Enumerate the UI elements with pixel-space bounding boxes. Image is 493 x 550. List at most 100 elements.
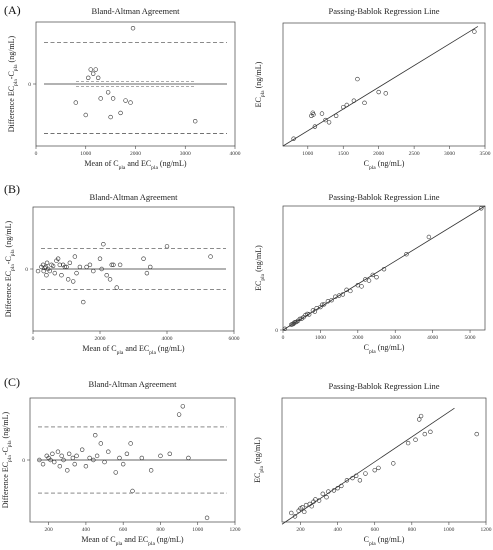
data-point (60, 454, 64, 458)
data-point (159, 454, 163, 458)
data-point (414, 438, 418, 442)
data-point (181, 404, 185, 408)
data-point (84, 464, 88, 468)
data-point (94, 68, 98, 72)
data-point (165, 244, 169, 248)
x-tick-label: 0 (282, 335, 285, 341)
chart-title: Passing-Bablok Regression Line (329, 192, 440, 202)
data-point (71, 456, 75, 460)
y-axis-label: Difference ECpla-Cpla (ng/mL) (4, 220, 16, 317)
data-point (66, 277, 70, 281)
x-tick-label: 2000 (95, 336, 106, 342)
data-point (99, 442, 103, 446)
data-point (140, 456, 144, 460)
x-axis-label: Mean of Cpla and ECpla (ng/mL) (84, 159, 186, 171)
data-point (89, 68, 93, 72)
data-point (377, 466, 381, 470)
x-tick-label: 2000 (352, 335, 363, 341)
x-axis-label: Cpla (ng/mL) (364, 343, 405, 355)
data-point (472, 30, 476, 34)
data-point (148, 265, 152, 269)
data-point (131, 26, 135, 30)
x-tick-label: 3000 (180, 151, 191, 157)
data-point (124, 99, 128, 103)
data-point (52, 460, 56, 464)
data-point (106, 90, 110, 94)
data-point (95, 454, 99, 458)
data-point (109, 115, 113, 119)
y-axis-label: ECpla (ng/mL) (254, 245, 266, 291)
x-tick-label: 800 (156, 527, 165, 533)
x-tick-label: 800 (408, 527, 417, 533)
data-point (84, 113, 88, 117)
data-point (377, 90, 381, 94)
x-tick-label: 200 (45, 527, 54, 533)
x-tick-label: 1500 (338, 151, 349, 157)
y-axis-label: ECpla (ng/mL) (254, 61, 266, 107)
data-point (45, 273, 49, 277)
y-tick-label: 0 (28, 82, 31, 88)
panel-label-b: (B) (4, 182, 20, 196)
data-point (114, 471, 118, 475)
data-point (118, 263, 122, 267)
data-point (71, 280, 75, 284)
x-tick-label: 1000 (443, 527, 454, 533)
data-point (367, 279, 371, 283)
data-point (88, 456, 92, 460)
x-tick-label: 1000 (192, 527, 203, 533)
y-axis-label: Difference ECpla-Cpla (ng/mL) (7, 35, 19, 132)
x-tick-label: 6000 (229, 336, 240, 342)
regression-line (283, 206, 485, 330)
data-point (111, 97, 115, 101)
data-point (406, 441, 410, 445)
data-point (423, 432, 427, 436)
data-point (364, 472, 368, 476)
chart-panel-4: Passing-Bablok Regression Line0 1000 2000 3… (254, 192, 485, 355)
data-point (41, 462, 45, 466)
data-point (375, 275, 379, 279)
data-point (103, 460, 107, 464)
data-point (99, 97, 103, 101)
chart-title: Bland-Altman Agreement (89, 192, 178, 202)
data-point (325, 495, 329, 499)
data-point (80, 448, 84, 452)
data-point (118, 456, 122, 460)
x-tick-label: 0 (35, 151, 38, 157)
data-point (67, 452, 71, 456)
x-tick-label: 600 (371, 527, 380, 533)
x-axis-label: Cpla (ng/mL) (364, 535, 405, 547)
data-point (209, 255, 213, 259)
x-tick-label: 2000 (373, 151, 384, 157)
data-point (60, 273, 64, 277)
x-tick-label: 400 (334, 527, 343, 533)
data-point (384, 91, 388, 95)
data-point (177, 413, 181, 417)
x-tick-label: 1000 (80, 151, 91, 157)
data-point (142, 257, 146, 261)
data-point (115, 286, 119, 290)
data-point (106, 450, 110, 454)
data-point (358, 478, 362, 482)
data-point (121, 462, 125, 466)
data-point (73, 462, 77, 466)
x-tick-label: 4000 (162, 336, 173, 342)
data-point (327, 120, 331, 124)
data-point (88, 263, 92, 267)
data-point (168, 452, 172, 456)
data-point (91, 269, 95, 273)
data-point (101, 242, 105, 246)
x-tick-label: 400 (82, 527, 91, 533)
data-point (341, 105, 345, 109)
x-axis-label: Mean of Cpla and ECpla (ng/mL) (81, 535, 183, 547)
data-point (289, 511, 293, 515)
x-tick-label: 3000 (444, 151, 455, 157)
y-tick-label: 0 (22, 458, 25, 464)
data-point (302, 510, 306, 514)
data-point (363, 101, 367, 105)
data-point (373, 468, 377, 472)
data-point (304, 503, 308, 507)
y-axis-label: Difference ECpla-Cpla (ng/mL) (1, 411, 13, 508)
data-point (193, 119, 197, 123)
data-point (45, 261, 49, 265)
